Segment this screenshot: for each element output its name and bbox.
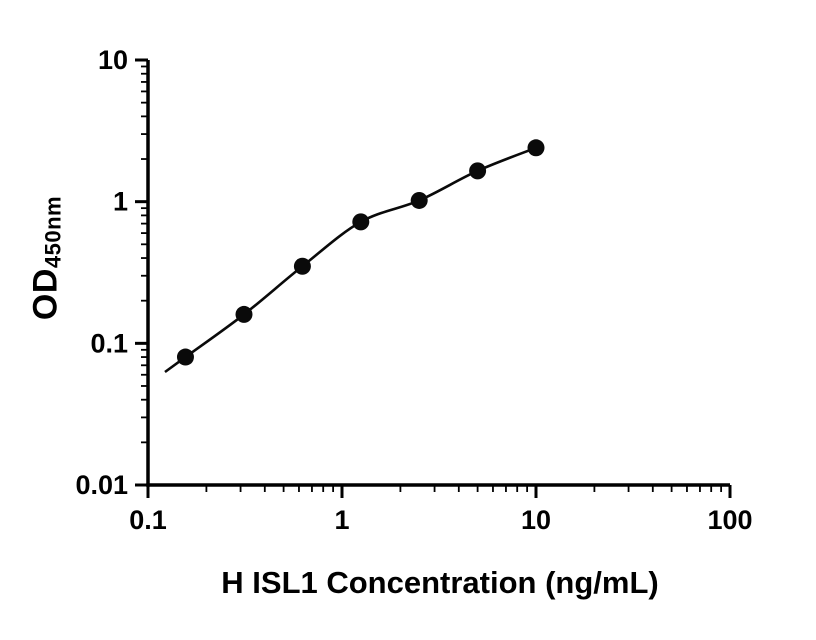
y-tick-label: 0.01 xyxy=(75,470,128,500)
data-point xyxy=(293,257,311,275)
y-axis-title: OD 450nm xyxy=(27,196,66,320)
x-tick-label: 1 xyxy=(334,505,349,535)
data-point xyxy=(527,139,545,157)
data-point xyxy=(176,348,194,366)
y-tick-label: 10 xyxy=(98,45,128,75)
data-point xyxy=(469,162,487,180)
data-point xyxy=(352,213,370,231)
x-tick-label: 0.1 xyxy=(129,505,167,535)
data-point xyxy=(235,305,253,323)
fit-curve xyxy=(164,146,537,374)
y-tick-label: 0.1 xyxy=(90,328,128,358)
y-tick-label: 1 xyxy=(113,187,128,217)
x-axis-title: H ISL1 Concentration (ng/mL) xyxy=(221,565,659,600)
axis-ticks xyxy=(135,58,732,498)
data-points xyxy=(176,139,545,366)
x-tick-label: 10 xyxy=(521,505,551,535)
axes xyxy=(146,60,730,487)
y-axis-title-main: OD xyxy=(26,268,65,321)
data-point xyxy=(410,191,428,209)
x-tick-label: 100 xyxy=(707,505,752,535)
y-axis-title-subscript: 450nm xyxy=(40,195,66,269)
